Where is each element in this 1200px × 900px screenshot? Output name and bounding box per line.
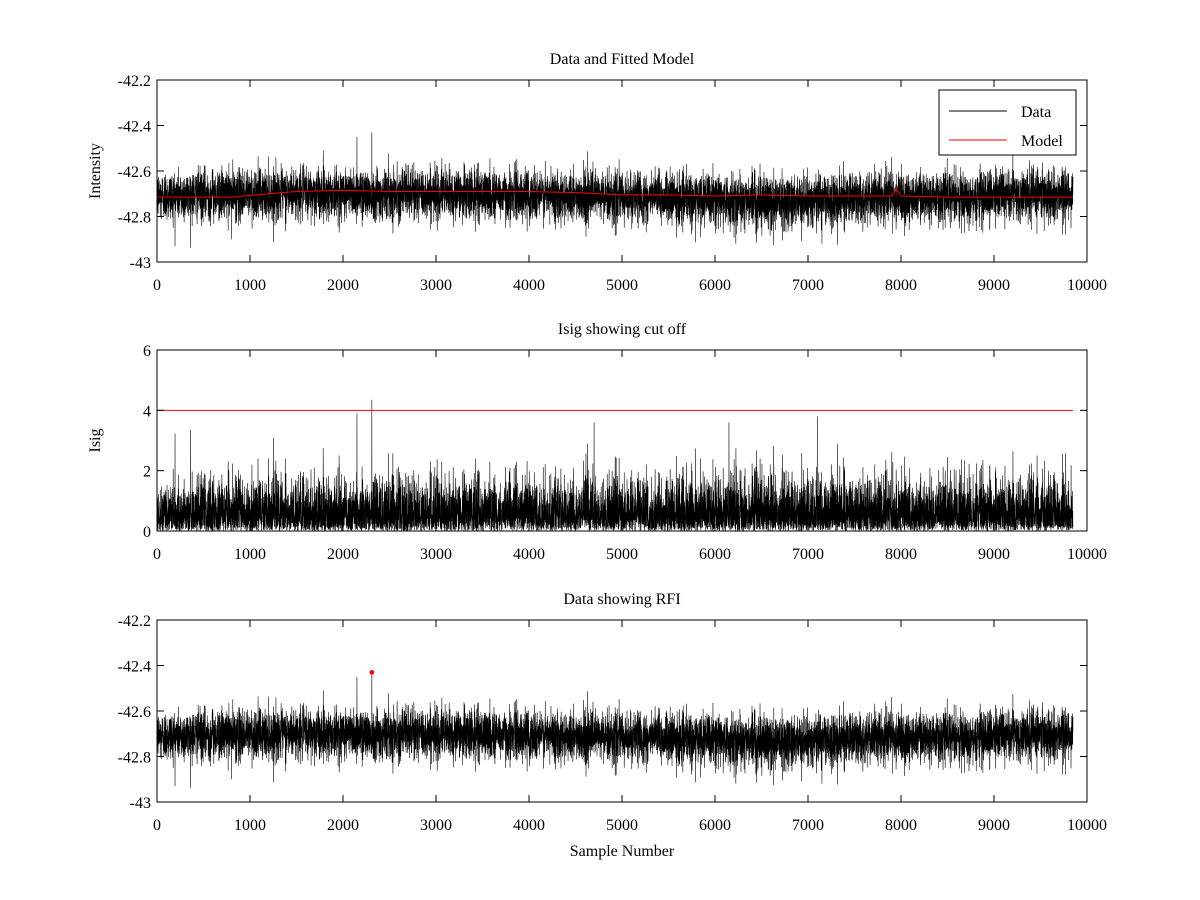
plot-area: [157, 399, 1074, 531]
x-tick-label: 5000: [606, 546, 638, 563]
panel-data-and-fitted-model: 0 1000 2000 3000 4000 5000 6000 7000 8000 9000 100…: [87, 51, 1107, 294]
chart-title: Data and Fitted Model: [550, 51, 695, 68]
legend: Data Model: [938, 89, 1077, 156]
chart-title: Data showing RFI: [563, 591, 680, 608]
y-tick-label: 6: [143, 343, 151, 360]
x-tick-label: 6000: [699, 546, 731, 563]
x-tick-label: 7000: [792, 277, 824, 294]
x-tick-label: 7000: [792, 817, 824, 834]
x-tick-label: 5000: [606, 817, 638, 834]
plot-area: [157, 670, 1074, 788]
x-tick-label: 10000: [1067, 817, 1107, 834]
series-model-line: [157, 188, 1074, 198]
x-tick-label: 0: [153, 546, 161, 563]
legend-label-model: Model: [1021, 133, 1063, 150]
x-tick-label: 10000: [1067, 546, 1107, 563]
y-tick-label: -42.2: [118, 73, 151, 90]
x-tick-label: 9000: [978, 817, 1010, 834]
x-tick-label: 3000: [420, 546, 452, 563]
x-tick-label: 4000: [513, 817, 545, 834]
x-tick-label: 2000: [327, 817, 359, 834]
series-isig-line: [157, 399, 1074, 531]
y-tick-label: 4: [143, 403, 151, 420]
panel-data-showing-rfi: 0 1000 2000 3000 4000 5000 6000 7000 8000 9000 100…: [118, 591, 1107, 860]
x-tick-label: 7000: [792, 546, 824, 563]
x-tick-label: 8000: [885, 546, 917, 563]
x-tick-label: 1000: [234, 817, 266, 834]
panel-isig-showing-cut-off: 0 1000 2000 3000 4000 5000 6000 7000 8000 9000 100…: [87, 321, 1107, 563]
x-tick-label: 0: [153, 817, 161, 834]
x-tick-label: 1000: [234, 546, 266, 563]
series-data-line: [157, 672, 1074, 788]
y-tick-label: -42.2: [118, 613, 151, 630]
x-tick-label: 9000: [978, 546, 1010, 563]
x-tick-label: 3000: [420, 817, 452, 834]
y-axis-label: Isig: [87, 429, 104, 453]
x-tick-label: 9000: [978, 277, 1010, 294]
series-rfi-marker: [369, 670, 375, 675]
chart-title: Isig showing cut off: [558, 321, 687, 338]
y-tick-label: -42.8: [118, 750, 151, 767]
x-tick-label: 10000: [1067, 277, 1107, 294]
y-tick-label: -42.6: [118, 704, 151, 721]
plot-area: [157, 132, 1074, 248]
x-tick-label: 3000: [420, 277, 452, 294]
x-tick-label: 5000: [606, 277, 638, 294]
legend-box: [938, 89, 1077, 156]
x-tick-label: 4000: [513, 277, 545, 294]
y-tick-label: -43: [130, 255, 151, 272]
y-tick-label: -42.4: [118, 659, 151, 676]
x-tick-label: 8000: [885, 277, 917, 294]
y-tick-label: 0: [143, 524, 151, 541]
x-tick-label: 2000: [327, 546, 359, 563]
x-tick-label: 0: [153, 277, 161, 294]
y-tick-label: -42.6: [118, 164, 151, 181]
x-axis-label: Sample Number: [570, 843, 675, 860]
x-tick-label: 8000: [885, 817, 917, 834]
x-tick-label: 6000: [699, 277, 731, 294]
legend-label-data: Data: [1021, 104, 1051, 121]
y-tick-label: -42.8: [118, 210, 151, 227]
x-tick-label: 6000: [699, 817, 731, 834]
y-tick-label: -43: [130, 795, 151, 812]
y-axis-label: Intensity: [87, 143, 104, 199]
x-tick-label: 2000: [327, 277, 359, 294]
y-tick-label: -42.4: [118, 119, 151, 136]
x-tick-label: 4000: [513, 546, 545, 563]
y-tick-label: 2: [143, 464, 151, 481]
series-data-line: [157, 132, 1074, 248]
x-tick-label: 1000: [234, 277, 266, 294]
